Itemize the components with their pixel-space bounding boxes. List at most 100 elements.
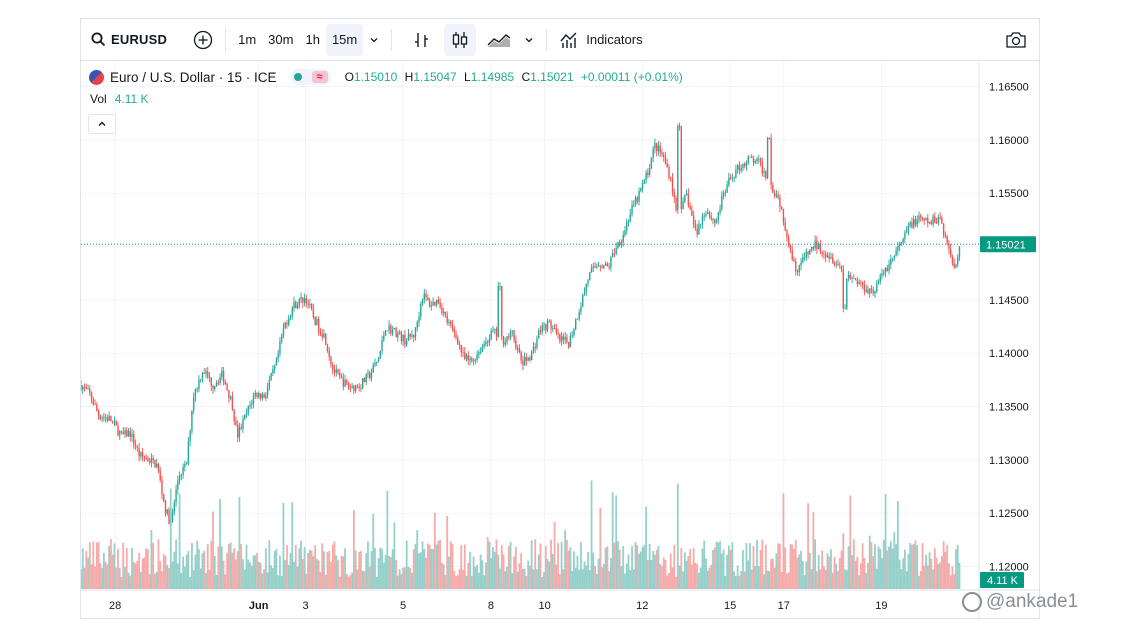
volume-bar [360,551,362,589]
volume-bar [715,541,718,589]
candle-body [650,157,653,169]
indicators-button[interactable]: Indicators [553,24,648,56]
market-status-pill[interactable]: ≈ [290,69,331,85]
volume-bar [499,568,501,589]
volume-bar [833,556,836,589]
volume-bar [573,551,575,589]
volume-bar [534,539,537,589]
candle-body [395,327,397,338]
volume-bar [433,512,436,589]
volume-bar [386,490,389,589]
snapshot-button[interactable] [999,24,1033,56]
candle-body [256,392,258,398]
volume-bar [942,541,945,589]
candle-body [921,217,924,220]
candle-body [550,320,552,329]
volume-bar [185,554,188,589]
volume-bar [618,549,621,589]
candle-body [573,329,575,336]
volume-bar [657,545,660,589]
volume-bar [926,565,929,589]
volume-bar [669,553,672,589]
candle-body [913,218,915,228]
candle-body [191,410,193,432]
volume-bar [527,560,530,589]
volume-bar [323,551,325,589]
volume-bar [891,548,894,589]
interval-dropdown[interactable] [363,24,385,56]
collapse-legend-button[interactable] [88,114,116,134]
candle-body [198,379,200,389]
candle-body [291,308,293,317]
candle-body [266,387,269,396]
candle-body [486,341,489,343]
price-change: +0.00011 (+0.01%) [580,70,683,84]
volume-bar [407,566,410,589]
volume-bar [275,549,278,589]
volume-bar [261,573,264,589]
volume-bar [951,566,954,589]
price-chart[interactable]: 1.165001.160001.155001.150001.145001.140… [81,19,1039,618]
candle-body [381,339,383,351]
candle-body [608,266,610,268]
volume-bar [155,571,158,589]
symbol-search[interactable]: EURUSD [85,24,173,56]
interval-15m[interactable]: 15m [325,23,364,56]
candle-body [860,282,862,284]
candles-style-button[interactable] [444,23,477,56]
candle-body [634,197,637,205]
interval-1m[interactable]: 1m [238,32,257,47]
volume-bar [245,544,248,589]
candle-body [712,219,714,220]
volume-bar [152,542,155,589]
candle-body [692,215,695,225]
volume-bar [764,544,767,589]
volume-bar [953,574,956,589]
y-tick-label: 1.12000 [989,562,1029,574]
area-style-button[interactable] [480,24,518,56]
volume-bar [331,544,334,589]
volume-bar [856,556,859,589]
candle-body [719,209,721,213]
volume-bar [683,552,686,589]
candle-body [448,321,450,323]
interval-30m[interactable]: 30m [268,32,294,47]
volume-bar [712,549,714,589]
volume-bar [516,571,519,589]
candle-body [802,257,804,263]
volume-bar [928,552,931,589]
volume-bar [189,576,192,589]
candle-body [647,172,649,176]
bar-style-button[interactable] [406,24,438,56]
x-tick-label: 19 [875,600,887,612]
candle-body [479,352,482,353]
candle-body [298,299,300,306]
volume-bar [395,560,398,589]
interval-1h[interactable]: 1h [305,32,320,47]
volume-bar [597,558,600,589]
candle-body [773,192,776,197]
candle-body [839,265,841,266]
volume-bar [627,554,630,589]
volume-bar [212,511,214,589]
chart-style-dropdown[interactable] [518,24,540,56]
candle-body [842,269,844,309]
volume-bar [604,547,607,589]
candle-body [527,357,529,361]
compare-symbol-button[interactable] [187,24,219,56]
candle-body [721,195,723,210]
candle-body [407,333,410,341]
volume-bar [782,493,785,589]
candle-body [363,378,366,383]
volume-bar [537,554,540,589]
volume-bar [921,543,924,589]
ohlc-values: O1.15010 H1.15047 L1.14985 C1.15021 +0.0… [344,70,683,84]
watermark: @ankade1 [962,591,1078,613]
candle-body [905,231,908,233]
volume-bar [347,576,350,589]
candle-body [122,431,124,435]
candle-body [409,333,411,337]
volume-bar [448,556,450,589]
candle-body [404,334,406,345]
volume-bar [849,495,852,589]
